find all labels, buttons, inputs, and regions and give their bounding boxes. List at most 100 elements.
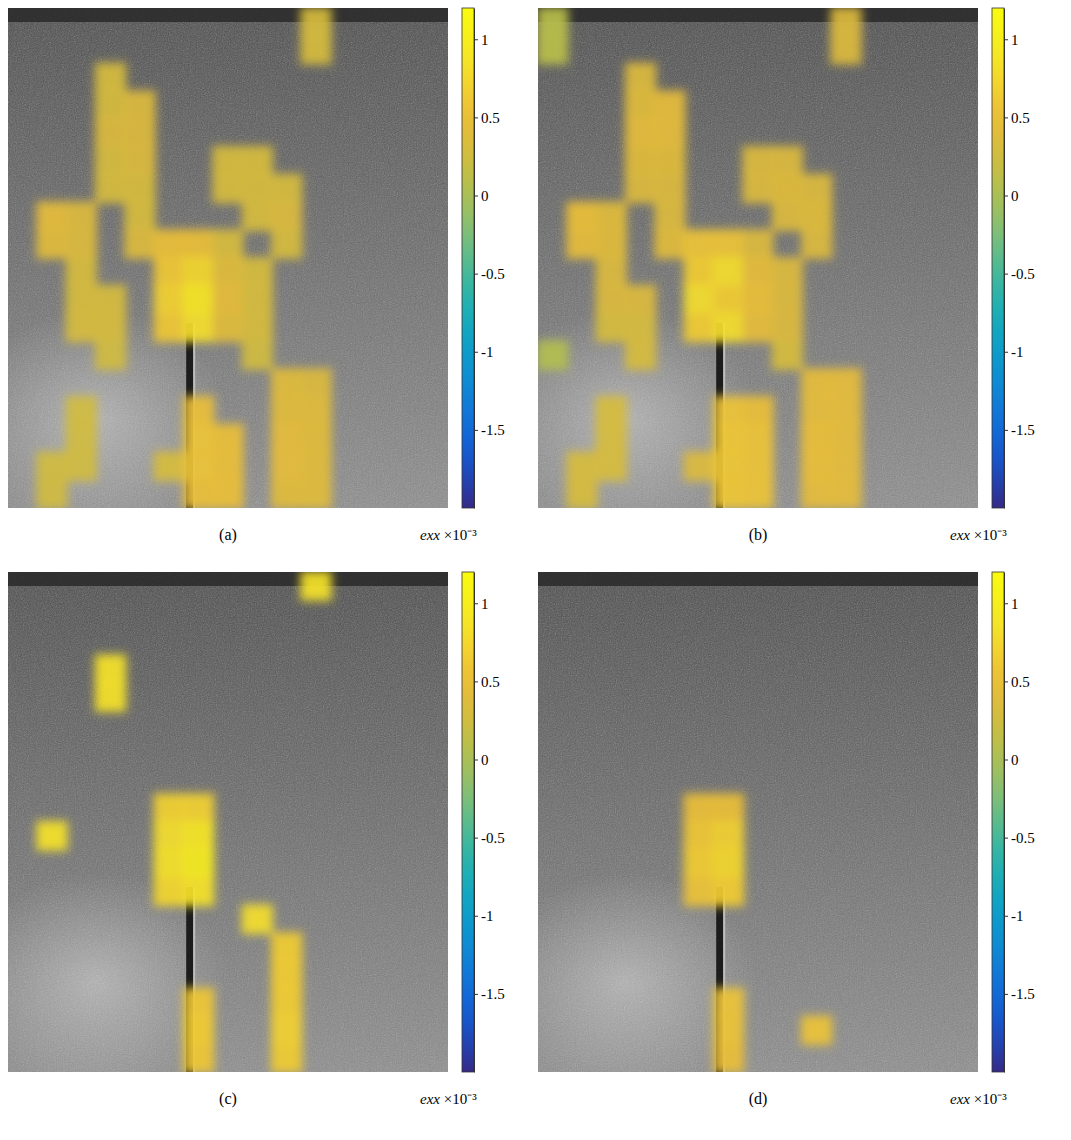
photo-top-band — [538, 8, 978, 22]
colorbar-tick-mark — [474, 916, 478, 917]
colorbar-tick: -1 — [1004, 344, 1024, 360]
colorbar-tick: -0.5 — [1004, 266, 1035, 282]
strain-cell — [271, 174, 302, 204]
strain-cell — [154, 257, 185, 287]
strain-cell — [684, 285, 715, 315]
strain-overlay — [36, 8, 331, 508]
strain-cell — [742, 479, 773, 508]
colorbar-axis: 10.50-0.5-1-1.5 — [1004, 9, 1035, 509]
strain-cell — [654, 90, 685, 120]
colorbar-tick: 0.5 — [474, 110, 500, 126]
strain-cell — [713, 257, 744, 287]
photo-light-patch — [494, 308, 758, 528]
photo-background — [8, 8, 448, 508]
strain-cell — [596, 257, 627, 287]
figure: 10.50-0.5-1-1.5(a)exx ×10⁻³10.50-0.5-1-1… — [0, 0, 1071, 1140]
strain-cell — [772, 257, 803, 287]
strain-cell — [36, 451, 67, 481]
strain-cell — [654, 174, 685, 204]
strain-cell — [183, 451, 214, 481]
colorbar-tick-label: 0 — [481, 752, 489, 768]
colorbar-axis-line — [474, 9, 475, 509]
strain-cell — [625, 285, 656, 315]
colorbar-tick-label: -1 — [481, 908, 494, 924]
strain-cell — [95, 174, 126, 204]
strain-cell — [742, 174, 773, 204]
colorbar-tick: -1.5 — [1004, 422, 1035, 438]
strain-cell — [684, 877, 715, 907]
photo-light-patch — [0, 308, 228, 528]
strain-cell — [183, 877, 214, 907]
strain-cell — [242, 146, 273, 176]
strain-cell — [772, 285, 803, 315]
strain-cell — [154, 451, 185, 481]
strain-cell — [566, 229, 597, 259]
strain-cell — [625, 340, 656, 370]
strain-cell — [242, 313, 273, 343]
colorbar-tick: -0.5 — [1004, 830, 1035, 846]
strain-field — [538, 8, 862, 508]
strain-cell — [801, 396, 832, 426]
strain-cell — [95, 682, 126, 712]
colorbar-tick: 1 — [1004, 32, 1019, 48]
panel-label: (d) — [749, 1090, 768, 1108]
colorbar-tick-label: 0 — [1011, 752, 1019, 768]
colorbar-axis-line — [1004, 573, 1005, 1073]
strain-cell — [183, 229, 214, 259]
strain-cell — [713, 988, 744, 1018]
colorbar-tick-label: 0.5 — [1011, 674, 1030, 690]
strain-cell — [154, 793, 185, 823]
strain-cell — [212, 174, 243, 204]
colorbar-axis-line — [474, 573, 475, 1073]
colorbar-tick-label: -1.5 — [1011, 422, 1035, 438]
strain-cell — [300, 572, 331, 601]
photo-texture — [8, 8, 448, 508]
strain-cell — [713, 424, 744, 454]
panel-label: (c) — [219, 1090, 237, 1108]
strain-cell — [124, 118, 155, 148]
strain-cell — [625, 63, 656, 93]
strain-cell — [713, 1015, 744, 1045]
strain-cell — [300, 479, 331, 508]
strain-cell — [183, 1015, 214, 1045]
strain-cell — [183, 313, 214, 343]
strain-cell — [566, 479, 597, 508]
strain-cell — [66, 201, 97, 231]
colorbar-tick-label: 0.5 — [481, 674, 500, 690]
colorbar-tick: -1.5 — [1004, 986, 1035, 1002]
strain-cell — [654, 118, 685, 148]
strain-cell — [66, 285, 97, 315]
colorbar-axis-line — [1004, 9, 1005, 509]
colorbar-label: exx ×10⁻³ — [420, 527, 477, 543]
colorbar-tick-mark — [474, 196, 478, 197]
strain-cell — [242, 904, 273, 934]
strain-cell — [300, 451, 331, 481]
strain-cell — [271, 368, 302, 398]
strain-cell — [742, 396, 773, 426]
strain-cell — [212, 285, 243, 315]
strain-cell — [830, 368, 861, 398]
strain-cell — [742, 313, 773, 343]
strain-cell — [183, 285, 214, 315]
strain-cell — [66, 451, 97, 481]
colorbar-tick-mark — [474, 274, 478, 275]
strain-cell — [684, 793, 715, 823]
colorbar-tick: 1 — [474, 596, 489, 612]
strain-cell — [625, 90, 656, 120]
colorbar-tick-mark — [1004, 681, 1008, 682]
strain-cell — [654, 146, 685, 176]
strain-cell — [95, 285, 126, 315]
strain-field — [684, 793, 833, 1072]
strain-cell — [300, 35, 331, 65]
strain-cell — [538, 35, 568, 65]
colorbar-tick: 0.5 — [1004, 110, 1030, 126]
strain-cell — [596, 229, 627, 259]
colorbar-tick: 0.5 — [474, 674, 500, 690]
strain-cell — [713, 1043, 744, 1072]
colorbar-tick-label: -1.5 — [1011, 986, 1035, 1002]
strain-cell — [242, 201, 273, 231]
strain-cell — [271, 1043, 302, 1072]
strain-cell — [154, 849, 185, 879]
strain-cell — [801, 424, 832, 454]
strain-cell — [713, 849, 744, 879]
